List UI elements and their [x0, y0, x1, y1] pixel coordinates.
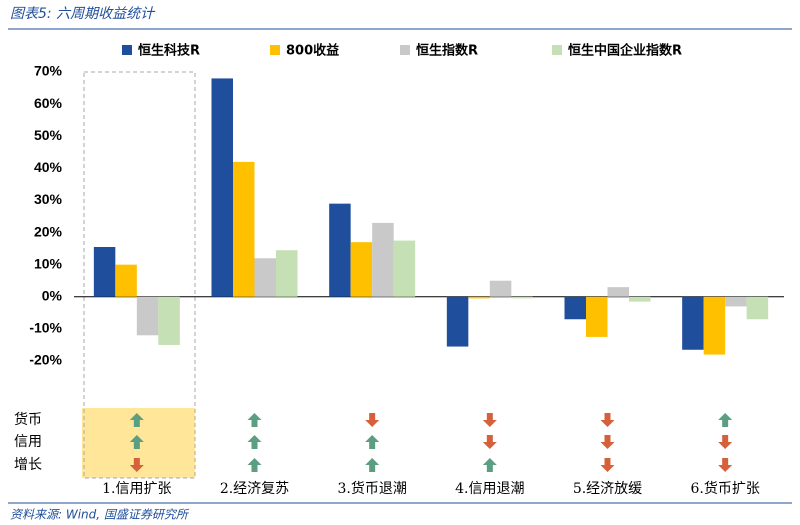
legend-swatch [270, 45, 280, 55]
bar [629, 296, 651, 302]
x-tick-label: 1.信用扩张 [102, 481, 171, 497]
up-arrow [365, 458, 380, 472]
bar [746, 296, 769, 320]
y-tick-label: 30% [34, 191, 63, 207]
bar [725, 296, 747, 307]
bar [564, 296, 586, 320]
bar [276, 250, 298, 297]
bar [511, 296, 533, 299]
legend-swatch [400, 45, 410, 55]
up-arrow [247, 413, 262, 427]
bar [489, 280, 512, 297]
legend-swatch [122, 45, 132, 55]
up-arrow [718, 413, 733, 427]
bar [607, 287, 629, 297]
down-arrow [600, 458, 615, 472]
x-tick-label: 6.货币扩张 [690, 480, 759, 497]
bar [254, 258, 276, 297]
y-tick-label: -10% [29, 320, 62, 336]
up-arrow [129, 413, 144, 427]
y-tick-label: 0% [42, 287, 63, 303]
down-arrow [600, 435, 615, 449]
bar [115, 264, 137, 297]
bar [329, 203, 351, 297]
bar [350, 242, 373, 297]
chart-title: 图表5: 六周期收益统计 [10, 6, 156, 22]
x-tick-label: 2.经济复苏 [220, 480, 289, 497]
bar [586, 296, 608, 337]
legend-label: 800收益 [286, 43, 339, 59]
y-tick-label: 40% [34, 159, 63, 175]
bar [703, 296, 726, 355]
signal-row-label: 信用 [14, 434, 42, 450]
y-tick-label: 50% [34, 127, 63, 143]
x-tick-label: 3.货币退潮 [337, 480, 406, 497]
legend-label: 恒生中国企业指数R [568, 43, 682, 59]
legend-label: 恒生科技R [138, 43, 200, 59]
legend-swatch [552, 45, 562, 55]
bar [136, 296, 159, 336]
down-arrow [129, 458, 144, 472]
source: 资料来源: Wind, 国盛证券研究所 [10, 508, 190, 522]
down-arrow [365, 413, 380, 427]
bar [158, 296, 180, 345]
legend-label: 恒生指数R [416, 43, 478, 59]
down-arrow [600, 413, 615, 427]
up-arrow [247, 435, 262, 449]
x-tick-label: 5.经济放缓 [573, 481, 642, 497]
up-arrow [365, 435, 380, 449]
up-arrow [247, 458, 262, 472]
y-tick-label: -20% [29, 352, 62, 368]
bar [682, 296, 704, 350]
signal-row-label: 增长 [14, 457, 42, 473]
up-arrow [482, 458, 497, 472]
down-arrow [482, 413, 497, 427]
x-tick-label: 4.信用退潮 [455, 481, 524, 497]
bar [446, 296, 469, 347]
bar [393, 240, 416, 297]
y-tick-label: 20% [34, 223, 63, 239]
y-tick-label: 10% [34, 255, 63, 271]
y-tick-label: 70% [34, 63, 63, 79]
bar [372, 222, 394, 297]
up-arrow [129, 435, 144, 449]
signal-row-label: 货币 [14, 411, 42, 428]
bar [93, 247, 116, 297]
down-arrow [482, 435, 497, 449]
y-tick-label: 60% [34, 95, 63, 111]
bar [233, 161, 255, 297]
down-arrow [718, 435, 733, 449]
down-arrow [718, 458, 733, 472]
bar [211, 78, 233, 297]
bar [468, 296, 490, 299]
